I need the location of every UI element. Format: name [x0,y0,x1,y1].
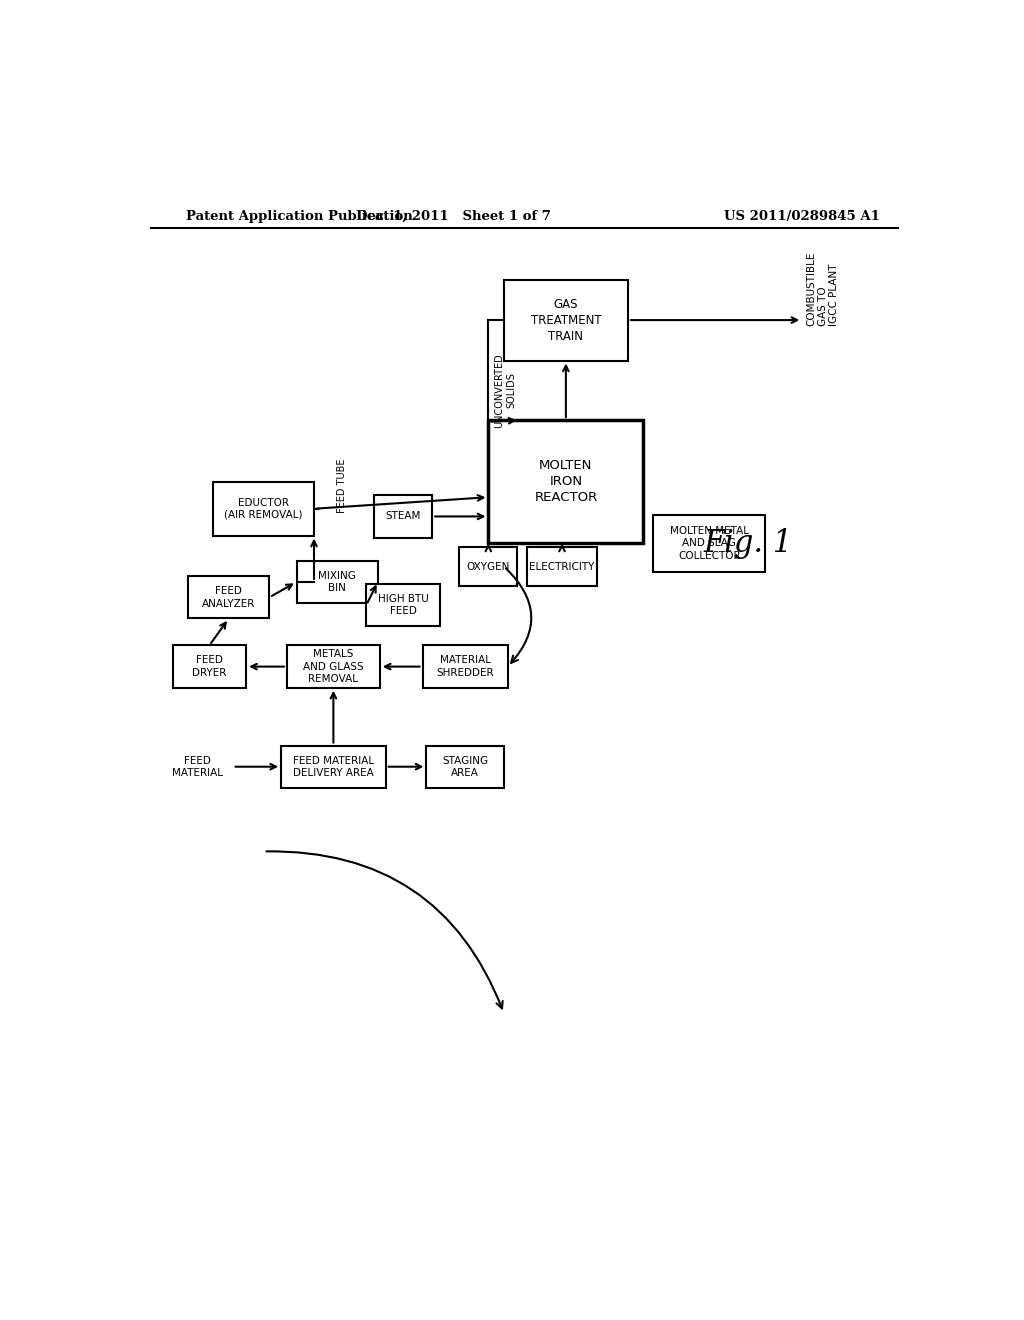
Text: MIXING
BIN: MIXING BIN [318,570,356,593]
Text: FEED
MATERIAL: FEED MATERIAL [172,756,223,777]
Bar [504,280,628,360]
Text: STEAM: STEAM [385,511,421,521]
Bar [297,561,378,603]
Text: OXYGEN: OXYGEN [467,561,510,572]
Text: STAGING
AREA: STAGING AREA [442,755,488,777]
Bar [287,645,380,688]
Text: US 2011/0289845 A1: US 2011/0289845 A1 [724,210,881,223]
Text: Dec. 1, 2011   Sheet 1 of 7: Dec. 1, 2011 Sheet 1 of 7 [356,210,551,223]
Text: FEED TUBE: FEED TUBE [337,458,347,513]
Text: FEED MATERIAL
DELIVERY AREA: FEED MATERIAL DELIVERY AREA [293,755,374,777]
Bar [367,583,440,626]
Text: FEED
ANALYZER: FEED ANALYZER [202,586,255,609]
Text: FEED
DRYER: FEED DRYER [193,656,226,677]
Text: Fig. 1: Fig. 1 [703,528,793,558]
Text: MATERIAL
SHREDDER: MATERIAL SHREDDER [436,656,494,677]
Bar [426,746,504,788]
Text: METALS
AND GLASS
REMOVAL: METALS AND GLASS REMOVAL [303,649,364,684]
Text: HIGH BTU
FEED: HIGH BTU FEED [378,594,428,616]
Text: MOLTEN METAL
AND SLAG
COLLECTOR: MOLTEN METAL AND SLAG COLLECTOR [670,525,749,561]
Bar [213,482,314,536]
Bar [188,576,269,619]
Bar [423,645,508,688]
Text: ELECTRICITY: ELECTRICITY [529,561,595,572]
Text: Patent Application Publication: Patent Application Publication [186,210,413,223]
Bar [281,746,386,788]
Text: MOLTEN
IRON
REACTOR: MOLTEN IRON REACTOR [535,459,597,504]
Bar [374,495,432,537]
Text: UNCONVERTED
SOLIDS: UNCONVERTED SOLIDS [495,352,516,428]
Text: EDUCTOR
(AIR REMOVAL): EDUCTOR (AIR REMOVAL) [224,498,303,520]
Bar [460,548,517,586]
Bar [527,548,597,586]
Text: GAS
TREATMENT
TRAIN: GAS TREATMENT TRAIN [530,297,601,343]
Text: COMBUSTIBLE
GAS TO
IGCC PLANT: COMBUSTIBLE GAS TO IGCC PLANT [806,252,840,326]
Bar [488,420,643,544]
Bar [173,645,246,688]
Bar [653,515,765,573]
